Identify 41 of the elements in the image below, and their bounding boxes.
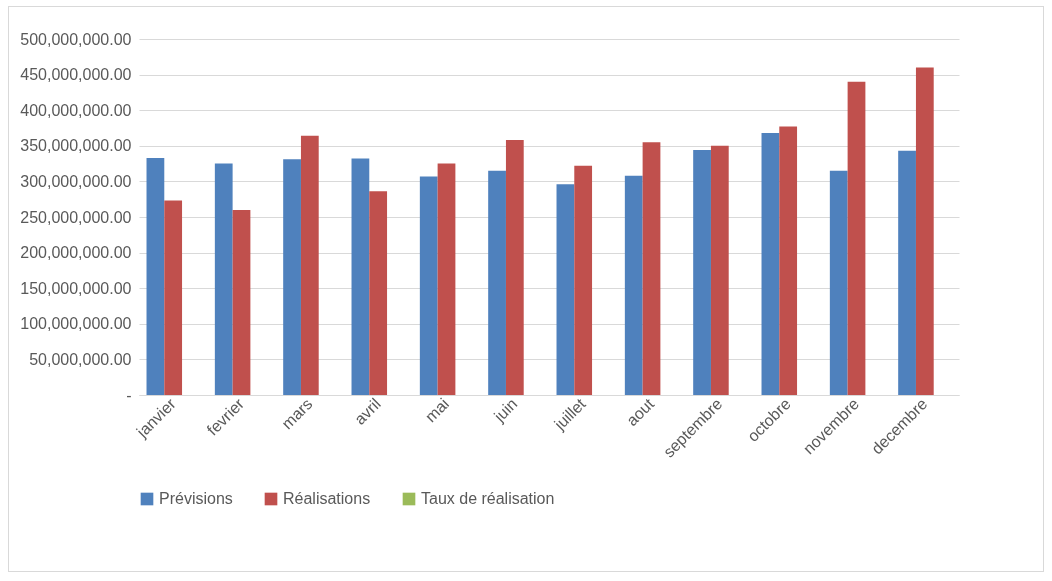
x-tick-label: aout (623, 394, 658, 430)
bar (488, 170, 506, 395)
bar (369, 191, 388, 395)
legend-label: Réalisations (283, 490, 371, 507)
y-tick-label: - (126, 386, 132, 404)
bar (898, 150, 916, 395)
bar (351, 158, 370, 395)
bar (214, 163, 233, 395)
x-tick-label: mai (421, 395, 453, 426)
y-tick-label: 400,000,000.00 (20, 101, 132, 119)
y-tick-label: 250,000,000.00 (20, 208, 132, 226)
bar (283, 159, 301, 395)
bar (624, 175, 643, 395)
y-tick-label: 150,000,000.00 (20, 279, 132, 297)
y-tick-label: 200,000,000.00 (20, 244, 132, 262)
y-tick-label: 450,000,000.00 (20, 66, 132, 84)
bar (779, 126, 798, 395)
bar (642, 142, 661, 395)
bar (829, 170, 848, 395)
y-tick-label: 500,000,000.00 (20, 30, 132, 48)
y-tick-label: 350,000,000.00 (20, 137, 132, 155)
bar (300, 135, 319, 395)
bar (437, 163, 456, 395)
bar (693, 150, 711, 395)
bar (761, 132, 780, 395)
bar (574, 165, 593, 395)
bar (164, 200, 183, 395)
bar (915, 67, 934, 395)
bar (232, 209, 251, 395)
y-tick-label: 50,000,000.00 (29, 350, 132, 368)
legend-label: Taux de réalisation (421, 490, 555, 507)
y-tick-label: 300,000,000.00 (20, 172, 132, 190)
y-tick-label: 100,000,000.00 (20, 315, 132, 333)
bar (419, 176, 438, 395)
bar (710, 145, 729, 395)
bar (146, 157, 165, 395)
bar (847, 81, 866, 395)
bar (556, 184, 575, 395)
x-tick-label: juin (490, 395, 521, 426)
legend-label: Prévisions (159, 490, 233, 507)
bar (505, 140, 524, 395)
